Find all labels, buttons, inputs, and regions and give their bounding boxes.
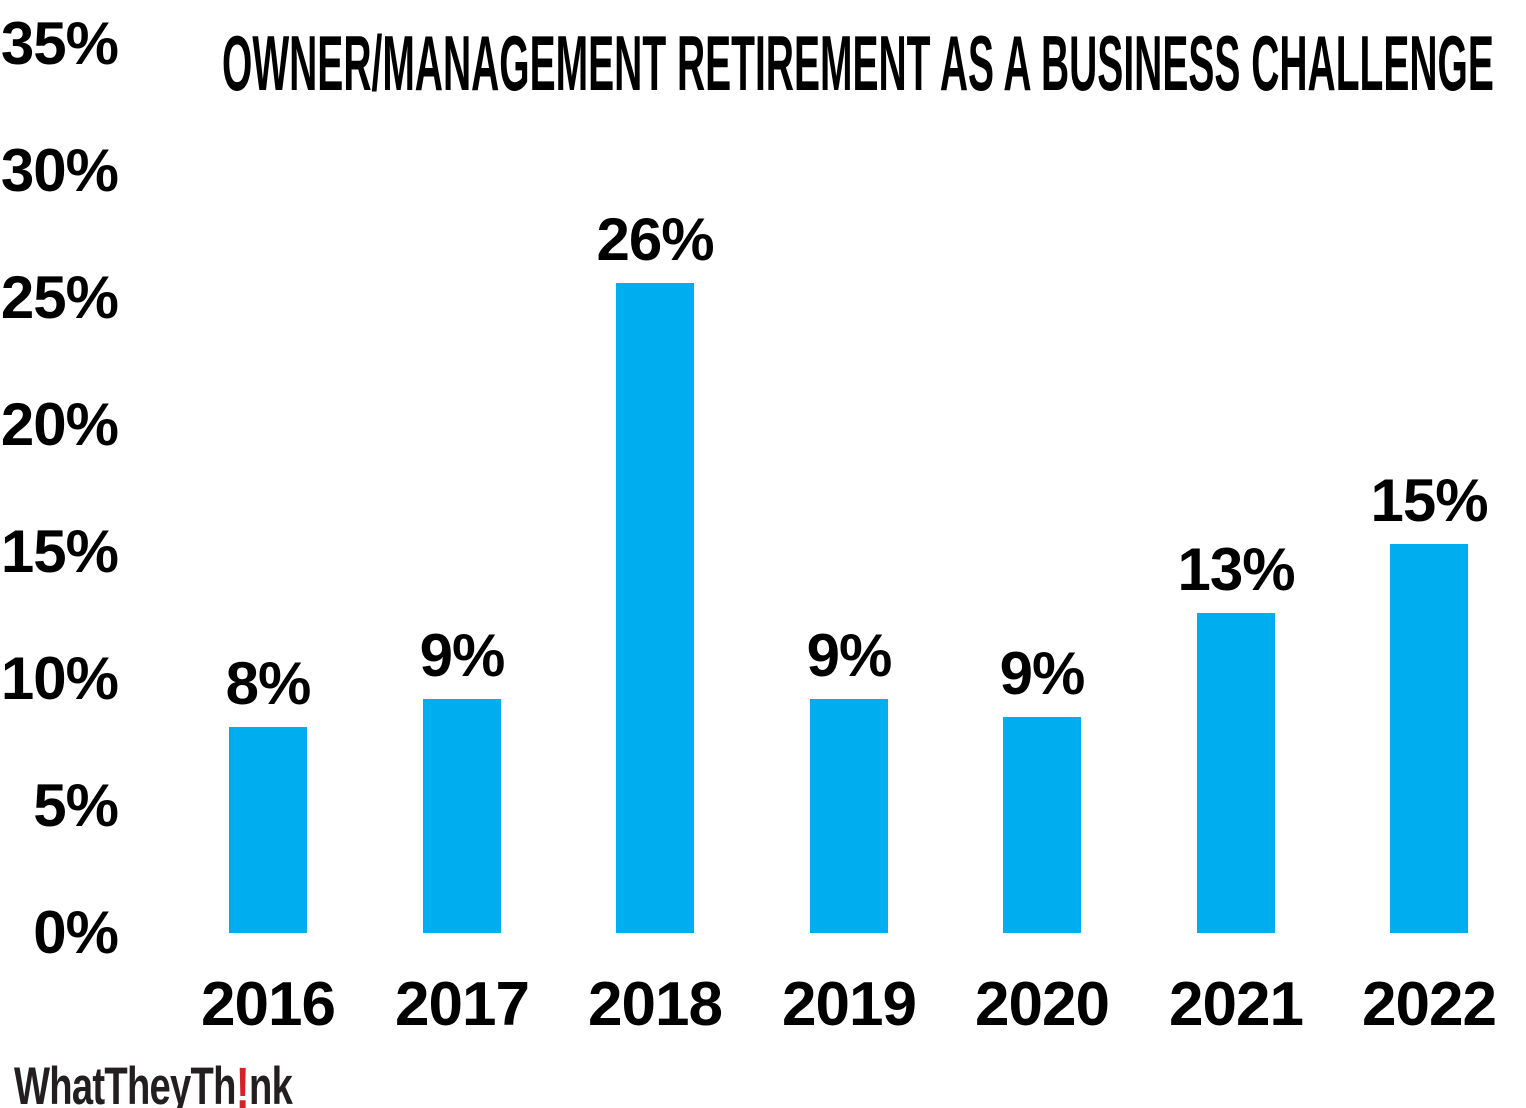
bar-2021: [1197, 613, 1275, 933]
bar-2016: [229, 727, 307, 933]
bar-2017: [423, 699, 501, 933]
x-tick-2017: 2017: [395, 970, 530, 1039]
x-tick-2022: 2022: [1362, 970, 1497, 1039]
bar-2018: [616, 283, 694, 933]
y-tick-0: 0%: [33, 899, 119, 966]
y-tick-35: 35%: [0, 10, 119, 77]
chart-title: OWNER/MANAGEMENT RETIREMENT AS A BUSINES…: [222, 19, 1494, 107]
y-tick-5: 5%: [33, 772, 119, 839]
x-tick-2019: 2019: [782, 970, 917, 1039]
whattheythink-logo: WhatTheyTh!nk: [14, 1051, 293, 1108]
y-tick-25: 25%: [0, 264, 119, 331]
x-tick-2020: 2020: [975, 970, 1110, 1039]
bar-2019: [810, 699, 888, 933]
bar-value-label-2021: 13%: [1177, 536, 1295, 603]
y-axis: 35% 30% 25% 20% 15% 10% 5% 0%: [0, 0, 120, 1108]
x-tick-2018: 2018: [588, 970, 723, 1039]
bar-2020: [1003, 717, 1081, 933]
logo-text-suffix: nk: [249, 1057, 293, 1108]
bar-value-label-2016: 8%: [225, 650, 312, 717]
y-tick-10: 10%: [0, 645, 119, 712]
bar-value-label-2017: 9%: [419, 622, 506, 689]
y-tick-20: 20%: [0, 391, 119, 458]
bar-2022: [1390, 544, 1468, 933]
y-tick-15: 15%: [0, 518, 119, 585]
logo-text-prefix: WhatTheyTh: [14, 1057, 236, 1108]
logo-exclamation: !: [235, 1056, 250, 1108]
bar-value-label-2019: 9%: [806, 622, 893, 689]
y-tick-30: 30%: [0, 137, 119, 204]
bar-value-label-2018: 26%: [596, 206, 714, 273]
bar-value-label-2022: 15%: [1370, 467, 1488, 534]
bar-value-label-2020: 9%: [999, 640, 1086, 707]
x-tick-2021: 2021: [1169, 970, 1304, 1039]
x-tick-2016: 2016: [201, 970, 336, 1039]
